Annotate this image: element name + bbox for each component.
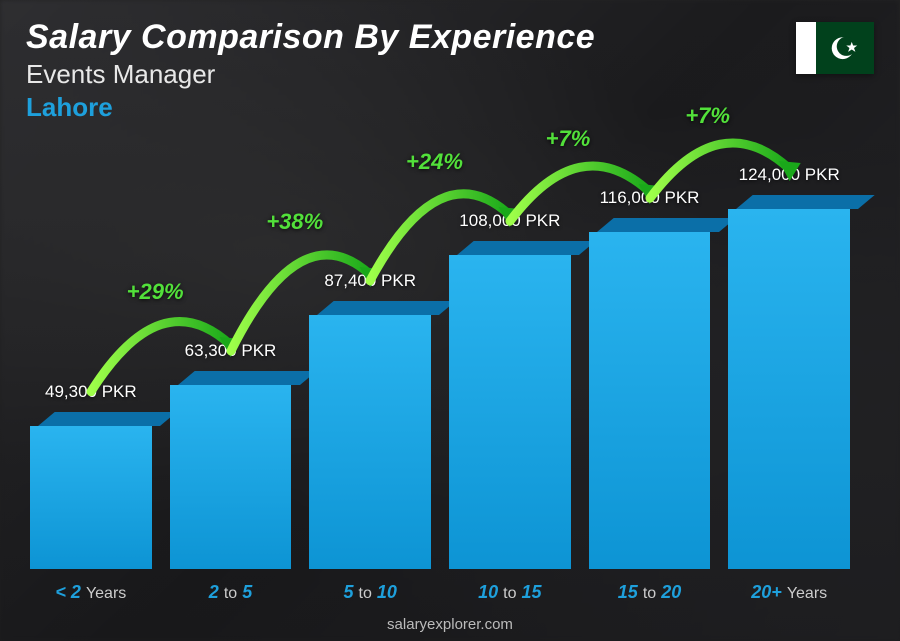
pakistan-flag (796, 22, 874, 74)
x-axis-label: < 2 Years (30, 582, 152, 603)
content-root: Salary Comparison By Experience Events M… (0, 0, 900, 641)
x-axis-label: 20+ Years (728, 582, 850, 603)
footer-source: salaryexplorer.com (0, 616, 900, 633)
flag-green-field (816, 22, 875, 74)
bar-front-face (589, 232, 711, 569)
chart-title: Salary Comparison By Experience (26, 18, 595, 57)
x-axis-label: 5 to 10 (309, 582, 431, 603)
bar (728, 195, 850, 569)
bar (589, 218, 711, 569)
chart-subtitle: Events Manager (26, 59, 595, 90)
bar-front-face (728, 209, 850, 569)
bar (30, 412, 152, 569)
crescent-star-icon (824, 30, 865, 66)
increase-arrow-icon (625, 113, 815, 228)
x-axis-label: 10 to 15 (449, 582, 571, 603)
header: Salary Comparison By Experience Events M… (26, 18, 595, 123)
bar-front-face (30, 426, 152, 569)
x-axis: < 2 Years 2 to 5 5 to 10 10 to 15 15 to 20 20… (30, 582, 850, 603)
x-axis-label: 15 to 20 (589, 582, 711, 603)
x-axis-label: 2 to 5 (170, 582, 292, 603)
flag-white-stripe (796, 22, 816, 74)
